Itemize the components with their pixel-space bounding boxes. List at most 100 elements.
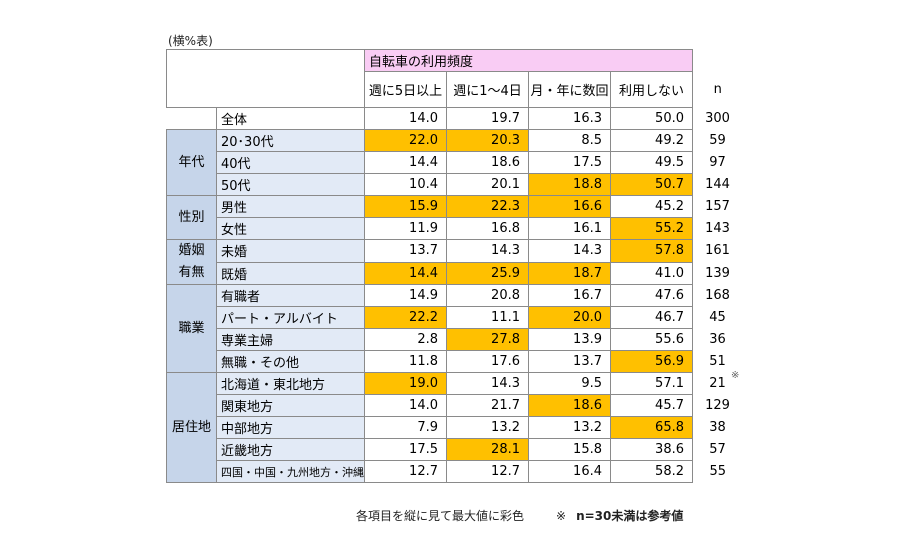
table-row: パート・アルバイト 22.2 11.1 20.0 46.7 45 <box>167 306 743 329</box>
category-cell: 年代 <box>166 129 217 196</box>
n-value: 161 <box>705 243 730 259</box>
n-header-spacer <box>693 50 743 72</box>
n-header: n <box>713 82 722 97</box>
n-cell: 168 <box>693 285 743 307</box>
column-header: 週に5日以上 <box>364 71 447 108</box>
value-cell: 50.0 <box>610 107 693 130</box>
n-value: 168 <box>705 288 730 303</box>
value-cell: 47.6 <box>610 284 693 307</box>
table-row: 既婚 14.4 25.9 18.7 41.0 139 <box>167 261 743 285</box>
n-cell: 300 <box>705 111 730 126</box>
value-cell-highlighted: 22.0 <box>364 129 447 152</box>
n-value: 144 <box>705 177 730 192</box>
value-cell-highlighted: 18.7 <box>528 261 611 285</box>
value-cell: 13.2 <box>528 416 611 439</box>
value-cell: 7.9 <box>364 416 447 439</box>
value-cell: 14.0 <box>364 107 447 130</box>
table-row: 50代 10.4 20.1 18.8 50.7 144 <box>167 173 743 196</box>
value-cell: 17.6 <box>446 350 529 373</box>
frequency-header: 自転車の利用頻度 <box>364 49 693 72</box>
value-cell-highlighted: 18.6 <box>528 394 611 417</box>
value-cell: 11.8 <box>364 350 447 373</box>
n-value: 139 <box>705 265 730 281</box>
n-cell: 161 <box>693 240 743 263</box>
value-cell: 38.6 <box>610 438 693 461</box>
n-cell: 36 <box>693 329 743 351</box>
category-cell: 性別 <box>166 195 217 240</box>
reference-mark: ※ <box>556 509 567 523</box>
row-label: 中部地方 <box>216 416 365 439</box>
crosstab-table: 自転車の利用頻度 週に5日以上 週に1～4日 月・年に数回 利用しない n 全体… <box>166 49 743 483</box>
corner-cell <box>166 49 365 108</box>
value-cell-highlighted: 22.3 <box>446 195 529 218</box>
value-cell: 13.9 <box>528 328 611 351</box>
category-cell: 職業 <box>166 284 217 373</box>
value-cell: 8.5 <box>528 129 611 152</box>
table-row: 関東地方 14.0 21.7 18.6 45.7 129 <box>167 394 743 417</box>
footer-right-note: ※ n=30未満は参考値 <box>556 507 683 524</box>
value-cell: 11.9 <box>364 217 447 240</box>
value-cell: 14.3 <box>528 239 611 263</box>
table-row: 女性 11.9 16.8 16.1 55.2 143 <box>167 217 743 240</box>
value-cell: 20.8 <box>446 284 529 307</box>
column-header: 月・年に数回 <box>528 71 611 108</box>
value-cell: 46.7 <box>610 306 693 329</box>
value-cell: 18.6 <box>446 151 529 174</box>
row-label: 未婚 <box>216 239 365 263</box>
n-cell: 143 <box>693 218 743 240</box>
n-value: 157 <box>705 199 730 214</box>
value-cell: 14.0 <box>364 394 447 417</box>
value-cell-highlighted: 22.2 <box>364 306 447 329</box>
value-cell-highlighted: 16.6 <box>528 195 611 218</box>
n-value: 97 <box>709 155 726 170</box>
value-cell: 12.7 <box>364 460 447 483</box>
row-label: 40代 <box>216 151 365 174</box>
value-cell: 16.4 <box>528 460 611 483</box>
value-cell: 16.8 <box>446 217 529 240</box>
table-note: (横%表) <box>168 34 213 48</box>
row-label: 専業主婦 <box>216 328 365 351</box>
category-cell: 婚姻 有無 <box>166 239 217 285</box>
n-cell: 38 <box>693 417 743 439</box>
value-cell: 14.9 <box>364 284 447 307</box>
n-cell: 144 <box>693 174 743 196</box>
value-cell: 41.0 <box>610 261 693 285</box>
value-cell-highlighted: 15.9 <box>364 195 447 218</box>
n-value: 45 <box>709 310 726 325</box>
value-cell-highlighted: 20.3 <box>446 129 529 152</box>
column-header: 週に1～4日 <box>446 71 529 108</box>
value-cell: 14.3 <box>446 372 529 395</box>
table-row: 婚姻 有無 未婚 13.7 14.3 14.3 57.8 161 <box>166 239 743 285</box>
value-cell: 14.4 <box>364 151 447 174</box>
value-cell: 10.4 <box>364 173 447 196</box>
value-cell-highlighted: 14.4 <box>364 261 447 285</box>
n-cell: 55 <box>693 461 743 483</box>
n-cell: 59 <box>693 130 743 152</box>
footer-left-note: 各項目を縦に見て最大値に彩色 <box>356 509 525 523</box>
value-cell: 12.7 <box>446 460 529 483</box>
table-row: 年代 20･30代 22.0 20.3 8.5 49.2 59 <box>166 129 743 196</box>
n-cell: 139 <box>693 262 743 285</box>
value-cell: 2.8 <box>364 328 447 351</box>
n-value: 59 <box>709 133 726 148</box>
row-label: 有職者 <box>216 284 365 307</box>
value-cell-highlighted: 65.8 <box>610 416 693 439</box>
n-value: 55 <box>709 464 727 479</box>
value-cell: 45.2 <box>610 195 693 218</box>
value-cell: 13.2 <box>446 416 529 439</box>
n-cell: 157 <box>693 196 743 218</box>
value-cell: 19.7 <box>446 107 529 130</box>
value-cell: 21.7 <box>446 394 529 417</box>
n-cell: 97 <box>693 152 743 174</box>
table-row: 中部地方 7.9 13.2 13.2 65.8 38 <box>167 416 743 439</box>
value-cell: 55.6 <box>610 328 693 351</box>
row-label: 既婚 <box>216 261 365 285</box>
table-row-total: 全体 14.0 19.7 16.3 50.0 300 <box>167 107 743 130</box>
value-cell: 9.5 <box>528 372 611 395</box>
n-value: 129 <box>705 398 730 413</box>
table-row: 性別 男性 15.9 22.3 16.6 45.2 157 <box>166 195 743 240</box>
value-cell-highlighted: 50.7 <box>610 173 693 196</box>
row-label: 無職・その他 <box>216 350 365 373</box>
category-cell: 居住地 <box>166 372 217 483</box>
n-cell: 45 <box>693 307 743 329</box>
